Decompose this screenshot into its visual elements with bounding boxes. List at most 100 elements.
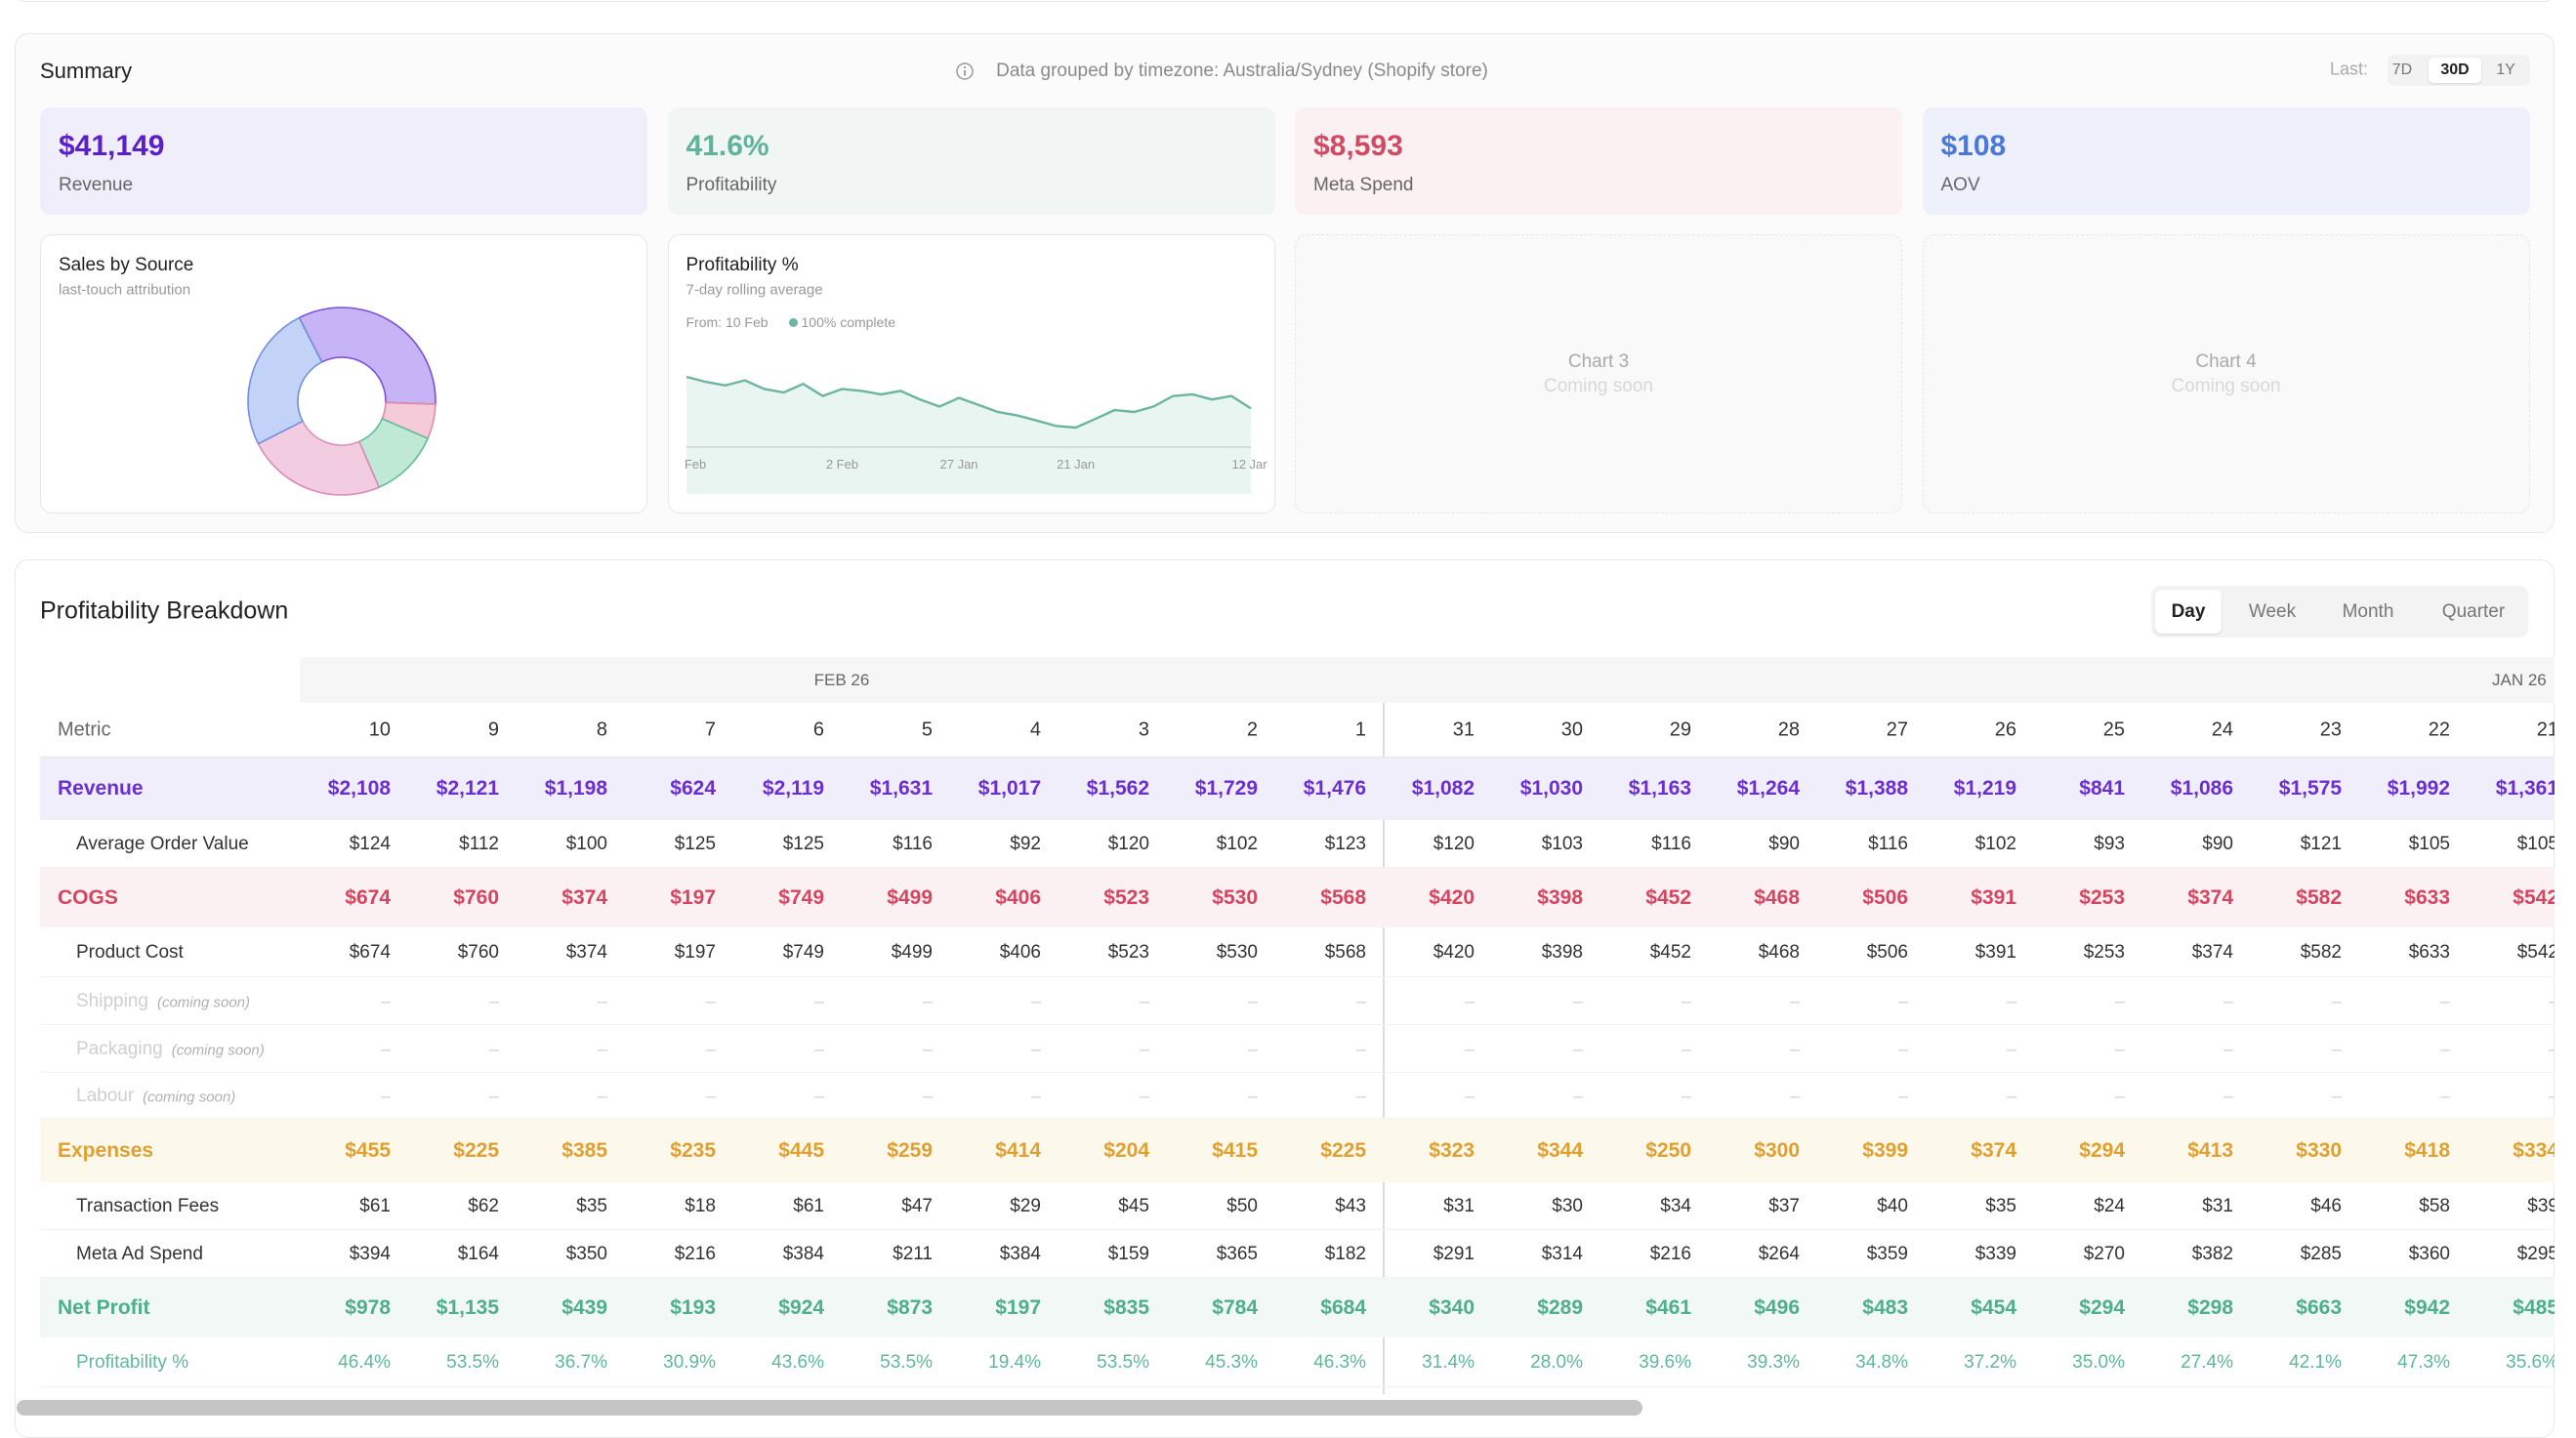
cell: – xyxy=(1030,991,1041,1010)
cell: $123 xyxy=(1324,833,1366,854)
cell: $235 xyxy=(670,1138,716,1162)
row-border xyxy=(40,1277,2555,1278)
row-border xyxy=(40,1072,2555,1073)
row-label: Labour xyxy=(76,1085,135,1106)
cell: $924 xyxy=(778,1295,824,1319)
cell: $399 xyxy=(1862,1138,1908,1162)
cell: 46.3% xyxy=(1313,1351,1366,1373)
cell: $506 xyxy=(1866,941,1908,963)
cell: – xyxy=(380,1086,391,1105)
cell: – xyxy=(2223,1039,2233,1058)
period-option[interactable]: Month xyxy=(2342,601,2394,622)
cell: 28.0% xyxy=(1530,1351,1583,1373)
cell: – xyxy=(813,1086,824,1105)
placeholder-title: Chart 3 xyxy=(1567,351,1630,372)
cell: $374 xyxy=(561,885,607,909)
period-option[interactable]: Day xyxy=(2171,601,2206,622)
cell: $100 xyxy=(565,833,607,854)
column-header: 25 xyxy=(2102,719,2125,741)
cell: $530 xyxy=(1212,885,1258,909)
breakdown-title: Profitability Breakdown xyxy=(40,596,289,625)
period-option[interactable]: Week xyxy=(2248,601,2297,622)
cell: $103 xyxy=(1541,833,1583,854)
cell: – xyxy=(1789,1039,1800,1058)
column-header: 6 xyxy=(812,719,824,741)
cell: 30.9% xyxy=(663,1351,716,1373)
cell: $197 xyxy=(674,941,716,963)
kpi-card xyxy=(1922,107,2530,215)
column-header: 29 xyxy=(1669,719,1691,741)
cell: $760 xyxy=(453,885,499,909)
cell: – xyxy=(1030,1086,1041,1105)
cell: $542 xyxy=(2513,885,2555,909)
range-option[interactable]: 30D xyxy=(2440,62,2470,78)
cell: $31 xyxy=(2202,1195,2233,1216)
cell: $568 xyxy=(1320,885,1366,909)
range-option[interactable]: 7D xyxy=(2391,62,2413,78)
placeholder-card xyxy=(1922,234,2530,514)
cell: $1,631 xyxy=(869,777,933,800)
cell: – xyxy=(597,1086,607,1105)
cell: – xyxy=(1572,1086,1583,1105)
cell: 35.0% xyxy=(2072,1351,2125,1373)
cell: $289 xyxy=(1537,1295,1583,1319)
cell: $461 xyxy=(1645,1295,1691,1319)
cell: $40 xyxy=(1877,1195,1908,1216)
row-background xyxy=(40,1119,2555,1182)
cell: – xyxy=(2331,1086,2342,1105)
cell: $374 xyxy=(2191,941,2233,963)
cell: $663 xyxy=(2296,1295,2342,1319)
column-header: 28 xyxy=(1777,719,1800,741)
cell: – xyxy=(1681,1086,1691,1105)
row-label: Average Order Value xyxy=(76,833,249,854)
kpi-value: $108 xyxy=(1940,130,2007,162)
cell: $294 xyxy=(2079,1138,2125,1162)
cell: 35.6% xyxy=(2506,1351,2555,1373)
pie-hole xyxy=(299,358,385,444)
row-border xyxy=(40,1386,2555,1387)
cell: $1,388 xyxy=(1845,777,1908,800)
cell: $90 xyxy=(2202,833,2233,854)
cell: $334 xyxy=(2513,1138,2555,1162)
cell: $978 xyxy=(345,1295,391,1319)
cell: $58 xyxy=(2419,1195,2450,1216)
range-option[interactable]: 1Y xyxy=(2496,62,2515,78)
row-note: (coming soon) xyxy=(156,994,250,1010)
cell: 39.3% xyxy=(1747,1351,1800,1373)
cell: $406 xyxy=(999,941,1041,963)
cell: $382 xyxy=(2191,1243,2233,1264)
period-option[interactable]: Quarter xyxy=(2441,601,2506,622)
cell: $31 xyxy=(1443,1195,1475,1216)
cell: – xyxy=(1789,1086,1800,1105)
cell: – xyxy=(2006,1039,2016,1058)
pie-slice xyxy=(247,316,323,445)
row-border xyxy=(40,1024,2555,1025)
cell: – xyxy=(2439,1086,2450,1105)
cell: $365 xyxy=(1216,1243,1258,1264)
cell: $216 xyxy=(1649,1243,1691,1264)
kpi-card xyxy=(1295,107,1902,215)
cell: $204 xyxy=(1103,1138,1149,1162)
cell: – xyxy=(1897,991,1908,1010)
cell: $253 xyxy=(2079,885,2125,909)
cell: $61 xyxy=(359,1195,391,1216)
range-label: Last: xyxy=(2330,59,2369,79)
cell: $582 xyxy=(2300,941,2342,963)
cell: 42.1% xyxy=(2289,1351,2342,1373)
cell: $359 xyxy=(1866,1243,1908,1264)
cell: $468 xyxy=(1758,941,1800,963)
row-label: Net Profit xyxy=(58,1295,150,1319)
cell: $125 xyxy=(782,833,824,854)
cell: – xyxy=(1030,1039,1041,1058)
cell: $298 xyxy=(2187,1295,2233,1319)
row-label: Revenue xyxy=(58,777,144,800)
cell: – xyxy=(813,991,824,1010)
column-header: 26 xyxy=(1994,719,2016,741)
cell: $841 xyxy=(2079,777,2125,800)
range-selected-bg xyxy=(2429,58,2481,83)
table: FEB 26 JAN 26 Metric 10 9 8 7 6 5 4 3 2 1 31 30 29 28 27 2… xyxy=(40,657,2555,1394)
cell: – xyxy=(597,1039,607,1058)
column-header: 9 xyxy=(487,719,499,741)
cell: $439 xyxy=(561,1295,607,1319)
row-background xyxy=(40,1278,2555,1337)
